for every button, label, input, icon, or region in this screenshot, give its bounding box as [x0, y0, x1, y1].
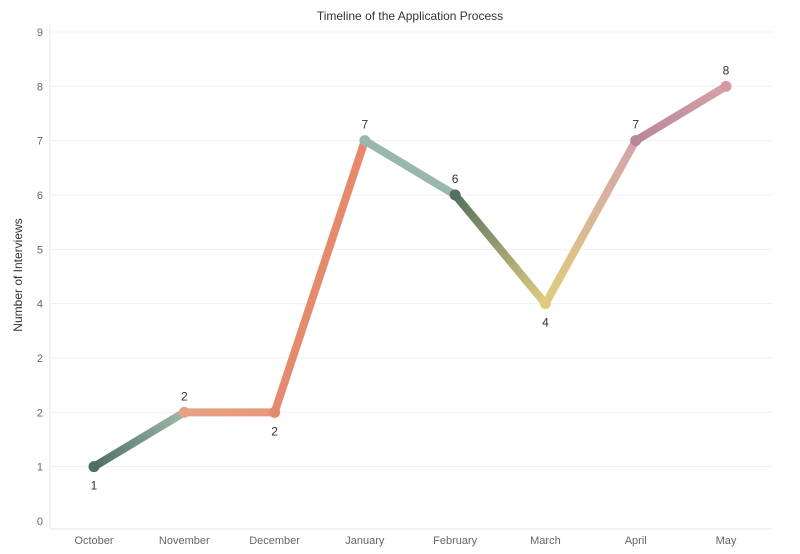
data-point: [359, 135, 371, 147]
x-tick-label: November: [159, 535, 210, 547]
line-segment: [270, 136, 369, 417]
y-tick-label: 7: [37, 136, 43, 148]
line-segment: [541, 136, 640, 308]
chart-title: Timeline of the Application Process: [317, 9, 503, 23]
x-tick-label: March: [530, 535, 561, 547]
y-tick-label: 4: [37, 299, 43, 311]
data-point: [539, 298, 551, 310]
data-point: [88, 461, 100, 473]
x-tick-label: February: [433, 535, 478, 547]
y-tick-label: 9: [37, 27, 43, 39]
axes: [49, 24, 772, 530]
x-axis-ticks: October November December January February Ma…: [74, 535, 736, 547]
series-points: [88, 80, 732, 473]
data-point: [720, 80, 732, 92]
x-tick-label: May: [716, 535, 737, 547]
data-point: [630, 135, 642, 147]
line-segment: [90, 408, 189, 471]
data-label: 7: [632, 118, 639, 132]
line-segment: [631, 82, 730, 145]
y-tick-label: 0: [37, 516, 43, 528]
data-label: 8: [723, 63, 730, 77]
x-tick-label: January: [345, 535, 385, 547]
y-axis-title: Number of Interviews: [11, 218, 25, 331]
data-labels: 1 2 2 7 6 4 7 8: [91, 63, 730, 492]
data-point: [269, 406, 281, 418]
data-point: [449, 189, 461, 201]
series-line: [90, 82, 730, 471]
data-label: 2: [181, 389, 188, 403]
data-point: [178, 406, 190, 418]
x-tick-label: October: [74, 535, 113, 547]
data-label: 6: [452, 172, 459, 186]
data-label: 2: [271, 424, 278, 438]
data-label: 4: [542, 316, 549, 330]
y-tick-label: 5: [37, 244, 43, 256]
y-tick-label: 2: [37, 407, 43, 419]
y-tick-label: 6: [37, 190, 43, 202]
x-tick-label: December: [249, 535, 300, 547]
y-tick-label: 8: [37, 81, 43, 93]
y-tick-label: 2: [37, 353, 43, 365]
line-segment: [451, 191, 550, 308]
line-segment: [360, 136, 460, 199]
y-tick-label: 1: [37, 462, 43, 474]
data-label: 7: [362, 118, 369, 132]
y-axis-ticks: 0 1 2 2 4 5 6 7 8 9: [37, 27, 43, 528]
x-tick-label: April: [625, 535, 647, 547]
gridlines: [50, 31, 772, 468]
data-label: 1: [91, 479, 98, 493]
